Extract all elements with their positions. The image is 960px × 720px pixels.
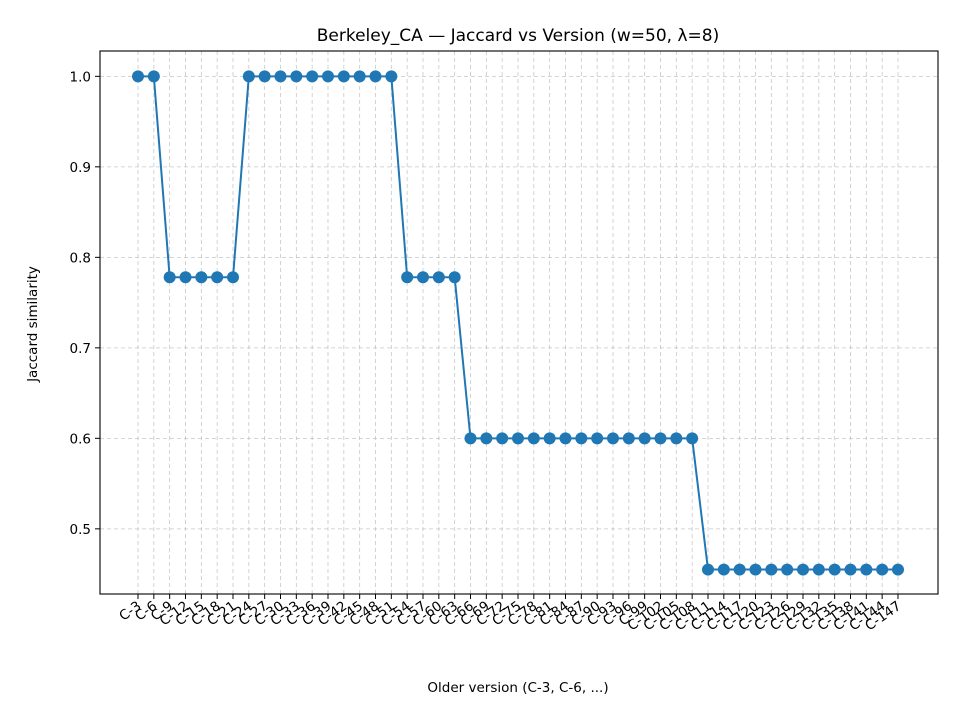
y-tick-label: 0.7: [70, 341, 91, 357]
data-point: [686, 432, 699, 445]
data-point: [290, 70, 303, 83]
y-axis-label: Jaccard similarity: [25, 266, 41, 383]
plot-frame: [99, 50, 939, 595]
data-point: [765, 563, 778, 576]
data-point: [337, 70, 350, 83]
y-tick-label: 1.0: [70, 69, 91, 85]
data-point: [654, 432, 667, 445]
data-point: [132, 70, 144, 83]
y-tick-label: 0.5: [70, 522, 91, 538]
data-point: [242, 70, 255, 83]
data-point: [876, 563, 889, 576]
data-point: [670, 432, 683, 445]
data-point: [575, 432, 588, 445]
data-point: [749, 563, 762, 576]
data-point: [195, 271, 208, 284]
data-point: [812, 563, 825, 576]
grid: [100, 51, 938, 594]
data-point: [860, 563, 873, 576]
data-point: [163, 271, 176, 284]
data-point: [258, 70, 271, 83]
data-point: [606, 432, 619, 445]
data-point: [385, 70, 398, 83]
data-point: [401, 271, 414, 284]
data-point: [701, 563, 714, 576]
y-tick-label: 0.9: [70, 160, 91, 176]
data-point: [464, 432, 477, 445]
x-axis-label: Older version (C-3, C-6, ...): [427, 680, 608, 696]
data-point: [844, 563, 857, 576]
y-tick-label: 0.8: [70, 250, 91, 266]
data-point: [622, 432, 635, 445]
chart-title: Berkeley_CA — Jaccard vs Version (w=50, …: [317, 26, 720, 46]
data-point: [321, 70, 334, 83]
data-point: [496, 432, 509, 445]
y-tick-label: 0.6: [70, 431, 91, 447]
data-point: [211, 271, 224, 284]
data-point: [369, 70, 382, 83]
data-point: [733, 563, 746, 576]
data-point: [432, 271, 445, 284]
x-axis: C-3C-6C-9C-12C-15C-18C-21C-24C-27C-30C-3…: [116, 594, 904, 634]
data-point: [717, 563, 730, 576]
x-tick-label: C-147: [862, 598, 904, 634]
data-point: [274, 70, 287, 83]
data-point: [306, 70, 319, 83]
data-point: [147, 70, 160, 83]
data-point: [543, 432, 556, 445]
data-point: [527, 432, 540, 445]
data-point: [226, 271, 239, 284]
data-point: [828, 563, 841, 576]
data-point: [353, 70, 366, 83]
data-point: [781, 563, 794, 576]
data-point: [480, 432, 493, 445]
y-axis: 0.5 0.6 0.7 0.8 0.9 1.0: [70, 69, 100, 538]
data-point: [511, 432, 524, 445]
data-point: [638, 432, 651, 445]
data-point: [559, 432, 572, 445]
data-point: [591, 432, 604, 445]
data-point: [416, 271, 429, 284]
series-line: [132, 70, 904, 576]
data-point: [448, 271, 461, 284]
data-point: [796, 563, 809, 576]
data-point: [891, 563, 904, 576]
data-point: [179, 271, 192, 284]
